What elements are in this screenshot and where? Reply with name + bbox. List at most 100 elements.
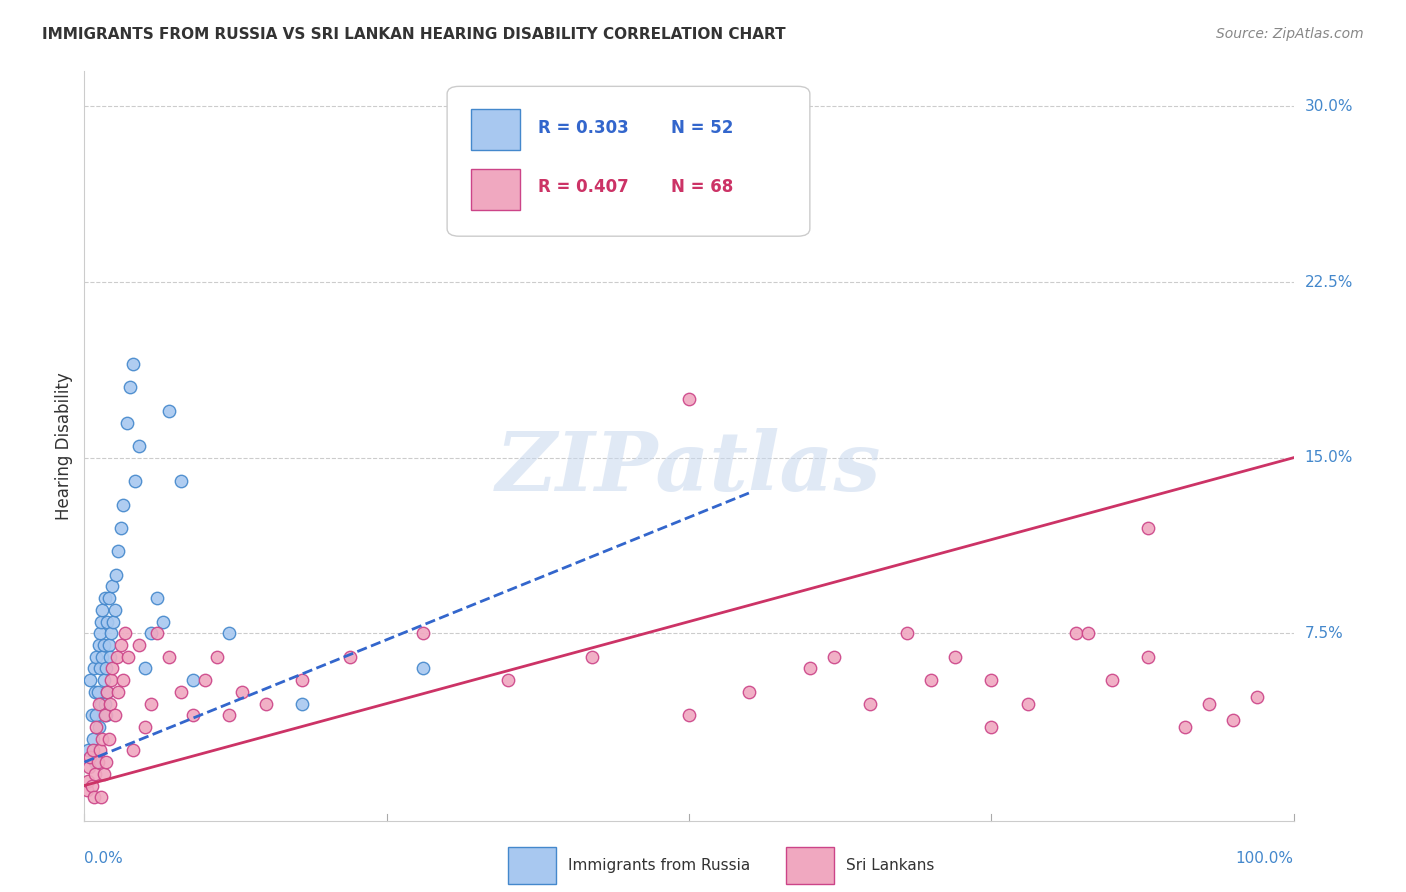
Point	[79, 673, 101, 688]
Point	[104, 708, 127, 723]
Point	[91, 731, 114, 746]
FancyBboxPatch shape	[786, 847, 834, 884]
Point	[91, 649, 114, 664]
Point	[98, 649, 121, 664]
Point	[181, 708, 204, 723]
Text: 7.5%: 7.5%	[1305, 626, 1343, 640]
Point	[128, 439, 150, 453]
Point	[110, 521, 132, 535]
Point	[97, 591, 120, 606]
Point	[96, 615, 118, 629]
Text: ZIPatlas: ZIPatlas	[496, 428, 882, 508]
Point	[94, 708, 117, 723]
Point	[412, 661, 434, 675]
Point	[799, 661, 821, 675]
FancyBboxPatch shape	[471, 109, 520, 150]
Point	[1064, 626, 1087, 640]
Text: R = 0.303: R = 0.303	[538, 119, 628, 136]
Point	[980, 673, 1002, 688]
Text: 22.5%: 22.5%	[1305, 275, 1353, 290]
Point	[1137, 521, 1160, 535]
Point	[100, 673, 122, 688]
Point	[90, 615, 112, 629]
Point	[1246, 690, 1268, 704]
Point	[112, 498, 135, 512]
Point	[412, 626, 434, 640]
Point	[77, 773, 100, 788]
Point	[112, 673, 135, 688]
Point	[920, 673, 942, 688]
Point	[157, 649, 180, 664]
Point	[94, 591, 117, 606]
Point	[87, 697, 110, 711]
Point	[105, 649, 128, 664]
Text: N = 68: N = 68	[671, 178, 733, 196]
Point	[84, 755, 107, 769]
Point	[218, 626, 240, 640]
Text: 15.0%: 15.0%	[1305, 450, 1353, 466]
Point	[87, 720, 110, 734]
Point	[82, 743, 104, 757]
Point	[89, 661, 111, 675]
Point	[100, 626, 122, 640]
Point	[218, 708, 240, 723]
Point	[107, 685, 129, 699]
Point	[291, 673, 314, 688]
Point	[152, 615, 174, 629]
Point	[339, 649, 361, 664]
Point	[581, 649, 603, 664]
Point	[231, 685, 253, 699]
Point	[97, 638, 120, 652]
Point	[181, 673, 204, 688]
Point	[86, 755, 108, 769]
Point	[1222, 713, 1244, 727]
Text: IMMIGRANTS FROM RUSSIA VS SRI LANKAN HEARING DISABILITY CORRELATION CHART: IMMIGRANTS FROM RUSSIA VS SRI LANKAN HEA…	[42, 27, 786, 42]
Text: 0.0%: 0.0%	[84, 851, 124, 866]
Point	[91, 603, 114, 617]
Text: Immigrants from Russia: Immigrants from Russia	[568, 858, 751, 873]
Point	[76, 783, 98, 797]
Point	[104, 567, 127, 582]
Point	[157, 404, 180, 418]
Point	[103, 615, 125, 629]
Point	[128, 638, 150, 652]
Point	[496, 673, 519, 688]
Point	[93, 767, 115, 781]
Point	[98, 697, 121, 711]
Point	[86, 720, 108, 734]
Point	[120, 380, 142, 394]
Y-axis label: Hearing Disability: Hearing Disability	[55, 372, 73, 520]
Point	[678, 392, 700, 407]
Point	[678, 708, 700, 723]
Point	[94, 661, 117, 675]
Point	[104, 603, 127, 617]
Text: 100.0%: 100.0%	[1236, 851, 1294, 866]
Point	[117, 649, 139, 664]
Point	[94, 708, 117, 723]
Point	[738, 685, 761, 699]
Point	[90, 790, 112, 805]
Point	[79, 750, 101, 764]
Point	[84, 685, 107, 699]
Point	[134, 720, 156, 734]
Point	[94, 755, 117, 769]
Text: N = 52: N = 52	[671, 119, 733, 136]
Point	[896, 626, 918, 640]
Point	[207, 649, 229, 664]
Text: Source: ZipAtlas.com: Source: ZipAtlas.com	[1216, 27, 1364, 41]
Point	[97, 731, 120, 746]
Point	[943, 649, 966, 664]
Point	[83, 790, 105, 805]
Point	[101, 661, 124, 675]
Point	[1017, 697, 1039, 711]
Point	[194, 673, 217, 688]
Point	[86, 685, 108, 699]
Point	[87, 638, 110, 652]
Point	[980, 720, 1002, 734]
FancyBboxPatch shape	[508, 847, 555, 884]
Point	[170, 685, 193, 699]
Point	[1198, 697, 1220, 711]
FancyBboxPatch shape	[447, 87, 810, 236]
Point	[90, 697, 112, 711]
Point	[859, 697, 882, 711]
